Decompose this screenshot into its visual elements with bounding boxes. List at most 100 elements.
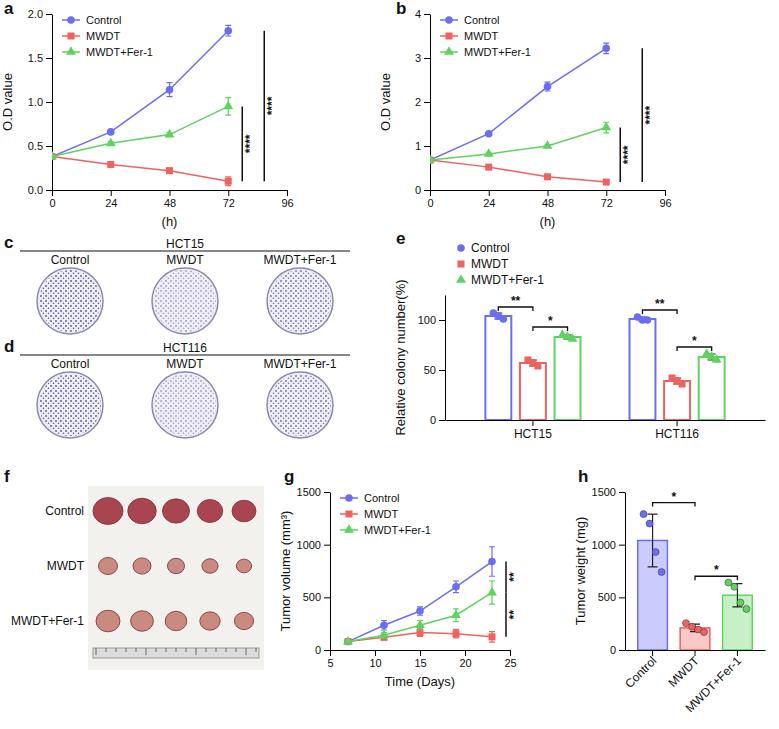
plate	[37, 268, 103, 334]
bar	[699, 357, 725, 420]
tick: 0	[427, 190, 433, 209]
significance-label: ****	[621, 145, 635, 164]
tick-label: 0	[415, 184, 421, 196]
tick-label: 48	[542, 197, 554, 209]
panel: ControlMWDTMWDT+Fer-1050010001500Tumor w…	[573, 486, 766, 715]
tick-mark	[677, 420, 678, 426]
data-point	[485, 164, 492, 171]
panel: 024487296(h)01234O.D valueControlMWDTMWD…	[378, 8, 672, 229]
tick-mark	[439, 370, 445, 371]
legend-label: MWDT	[364, 508, 398, 520]
tick-label: 5	[327, 657, 333, 669]
tick-label: 500	[303, 591, 321, 603]
legend-marker	[445, 16, 453, 24]
tick-mark	[46, 190, 52, 191]
plate-colonies	[269, 270, 331, 332]
plate	[152, 268, 218, 334]
tick-mark	[532, 420, 533, 426]
legend-marker	[68, 33, 75, 40]
tick-label: 1500	[592, 486, 616, 498]
tumor	[128, 498, 157, 524]
data-point	[534, 363, 541, 370]
significance-label: **	[511, 294, 521, 308]
ruler-tick	[106, 648, 107, 652]
tumor	[197, 500, 223, 523]
row-label: Control	[45, 504, 84, 518]
ruler-tick	[176, 648, 177, 652]
tick-mark	[424, 102, 430, 103]
tick-mark	[737, 650, 738, 656]
legend-label: MWDT+Fer-1	[364, 524, 431, 536]
series-line	[348, 562, 492, 642]
legend: ControlMWDTMWDT+Fer-1	[456, 241, 544, 287]
data-point	[488, 558, 496, 566]
ruler-tick	[136, 648, 137, 652]
tick-label: 72	[223, 197, 235, 209]
tick: 1000	[297, 539, 330, 551]
x-axis: 510152025	[327, 650, 516, 669]
tick-label: 0	[49, 197, 55, 209]
tumor	[165, 611, 187, 630]
data-point	[52, 151, 57, 160]
legend-marker	[345, 494, 353, 502]
tick-mark	[430, 190, 431, 196]
tick-mark	[111, 190, 112, 196]
tick: 0	[610, 644, 625, 656]
data-point	[701, 629, 708, 636]
tick: 1500	[297, 486, 330, 498]
significance-label: **	[507, 572, 521, 582]
data-point	[731, 583, 738, 590]
series-line	[430, 128, 606, 161]
significance-label: ****	[643, 106, 657, 125]
tick: 500	[598, 591, 625, 603]
data-point	[165, 129, 175, 138]
error-bar	[225, 25, 231, 36]
tick: 96	[281, 190, 293, 209]
tick-label: 4	[415, 8, 421, 20]
plate-colonies	[269, 374, 331, 436]
tick: 500	[303, 591, 330, 603]
ruler-tick	[256, 648, 257, 652]
legend-label: MWDT+Fer-1	[464, 46, 531, 58]
tick: 5	[327, 650, 333, 669]
panel-label: d	[4, 337, 14, 356]
significance-label: **	[655, 297, 665, 311]
panel: 510152025Time (Days)050010001500Tumor vo…	[278, 486, 521, 689]
y-axis: 050010001500	[297, 486, 331, 656]
tumor	[200, 612, 220, 630]
data-point	[544, 173, 551, 180]
tick: 100	[418, 314, 445, 326]
tick-label: 0.0	[28, 184, 43, 196]
y-axis-title: Relative colony number(%)	[393, 279, 408, 435]
significance-label: ****	[265, 96, 279, 115]
tick: 2.0	[28, 8, 52, 20]
x-axis: 024487296	[49, 190, 293, 209]
data-point	[646, 520, 653, 527]
data-point	[679, 381, 686, 388]
tick: 1	[415, 140, 430, 152]
data-point	[644, 316, 652, 324]
plate-colonies	[154, 374, 216, 436]
significance-label: ****	[243, 134, 257, 153]
legend-label: Control	[364, 492, 399, 504]
data-point	[640, 511, 647, 518]
tick-label: 10	[369, 657, 381, 669]
significance-label: *	[692, 334, 697, 348]
tick-mark	[46, 14, 52, 15]
series-line	[430, 160, 606, 182]
plot-area	[430, 43, 611, 186]
tick-mark	[619, 650, 625, 651]
tumor	[99, 557, 118, 574]
data-point	[451, 610, 461, 619]
data-point	[416, 607, 424, 615]
legend-label: MWDT	[464, 30, 498, 42]
data-point	[658, 569, 665, 576]
plate	[267, 372, 333, 438]
y-axis-title: O.D value	[378, 73, 393, 131]
legend-label: MWDT	[471, 257, 509, 271]
tick-mark	[665, 190, 666, 196]
y-axis: 050100	[418, 296, 446, 427]
tick-mark	[424, 58, 430, 59]
tumor	[236, 559, 251, 573]
panel: HCT15HCT116050100Relative colony number(…	[393, 241, 766, 441]
